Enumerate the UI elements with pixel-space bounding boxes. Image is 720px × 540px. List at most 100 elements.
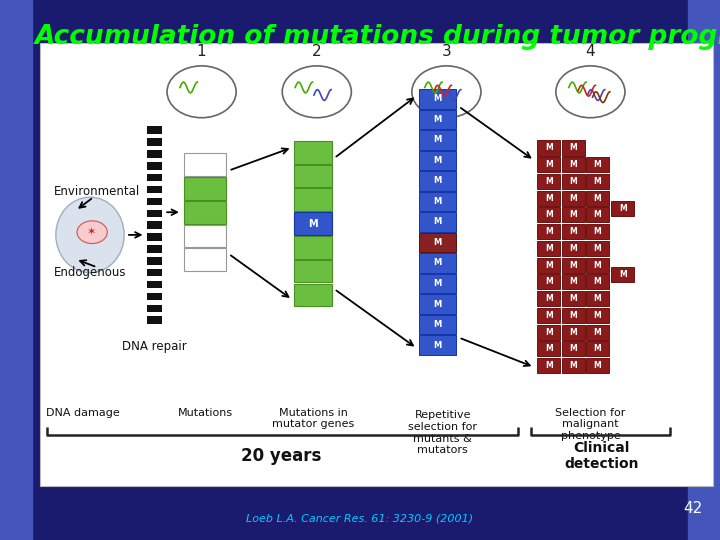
Text: Clinical
detection: Clinical detection [564, 441, 639, 471]
Text: M: M [570, 278, 577, 286]
Text: M: M [570, 328, 577, 336]
Text: M: M [433, 238, 442, 247]
Text: 4: 4 [585, 44, 595, 59]
Text: M: M [570, 227, 577, 236]
Text: M: M [545, 311, 552, 320]
Text: M: M [570, 294, 577, 303]
Text: M: M [545, 177, 552, 186]
FancyBboxPatch shape [537, 191, 560, 206]
FancyBboxPatch shape [537, 341, 560, 356]
FancyBboxPatch shape [586, 291, 609, 306]
FancyBboxPatch shape [537, 241, 560, 256]
Bar [147, 186, 162, 193]
Text: Endogenous: Endogenous [54, 266, 127, 279]
Text: M: M [545, 194, 552, 202]
Bar [147, 269, 162, 276]
FancyBboxPatch shape [419, 274, 456, 293]
Text: M: M [594, 278, 601, 286]
Text: Mutations in
mutator genes: Mutations in mutator genes [272, 408, 354, 429]
FancyBboxPatch shape [419, 212, 456, 232]
FancyBboxPatch shape [419, 294, 456, 314]
FancyBboxPatch shape [586, 308, 609, 323]
FancyBboxPatch shape [562, 157, 585, 172]
Text: M: M [545, 345, 552, 353]
Text: M: M [433, 341, 442, 349]
Text: M: M [570, 261, 577, 269]
FancyBboxPatch shape [419, 253, 456, 273]
FancyBboxPatch shape [562, 358, 585, 373]
Bar [147, 316, 162, 324]
FancyBboxPatch shape [419, 110, 456, 129]
FancyBboxPatch shape [562, 174, 585, 189]
Text: 42: 42 [683, 501, 702, 516]
Bar [147, 126, 162, 134]
Text: Selection for
malignant
phenotype: Selection for malignant phenotype [555, 408, 626, 441]
Bar [40, 43, 713, 486]
FancyBboxPatch shape [562, 258, 585, 273]
FancyBboxPatch shape [537, 308, 560, 323]
Text: M: M [570, 160, 577, 169]
Text: M: M [545, 160, 552, 169]
Text: M: M [433, 300, 442, 308]
Text: M: M [545, 261, 552, 269]
Bar [0, 0, 32, 540]
FancyBboxPatch shape [419, 130, 456, 150]
Text: M: M [433, 197, 442, 206]
FancyBboxPatch shape [537, 274, 560, 289]
FancyBboxPatch shape [537, 157, 560, 172]
Bar [147, 138, 162, 146]
FancyBboxPatch shape [419, 171, 456, 191]
FancyBboxPatch shape [562, 224, 585, 239]
FancyBboxPatch shape [537, 358, 560, 373]
FancyBboxPatch shape [537, 224, 560, 239]
Text: M: M [545, 144, 552, 152]
Text: 1: 1 [197, 44, 207, 59]
FancyBboxPatch shape [184, 153, 226, 176]
Bar [147, 174, 162, 181]
Bar [688, 0, 720, 540]
Text: M: M [594, 244, 601, 253]
Text: M: M [594, 211, 601, 219]
Text: M: M [433, 259, 442, 267]
FancyBboxPatch shape [184, 201, 226, 224]
Text: M: M [545, 244, 552, 253]
FancyBboxPatch shape [586, 191, 609, 206]
Text: M: M [570, 211, 577, 219]
FancyBboxPatch shape [586, 325, 609, 340]
FancyBboxPatch shape [294, 212, 332, 235]
FancyBboxPatch shape [419, 315, 456, 334]
FancyBboxPatch shape [586, 224, 609, 239]
Ellipse shape [77, 221, 107, 244]
Text: DNA repair: DNA repair [122, 340, 187, 353]
FancyBboxPatch shape [184, 177, 226, 200]
FancyBboxPatch shape [586, 207, 609, 222]
Bar [147, 293, 162, 300]
FancyBboxPatch shape [294, 141, 332, 164]
FancyBboxPatch shape [537, 258, 560, 273]
Text: M: M [433, 177, 442, 185]
Text: M: M [594, 177, 601, 186]
Text: M: M [545, 294, 552, 303]
Text: M: M [619, 269, 626, 279]
Text: DNA damage: DNA damage [46, 408, 120, 418]
FancyBboxPatch shape [562, 191, 585, 206]
Circle shape [167, 66, 236, 118]
Bar [147, 233, 162, 241]
Text: M: M [433, 156, 442, 165]
FancyBboxPatch shape [419, 233, 456, 252]
Text: Environmental: Environmental [54, 185, 140, 198]
Bar [147, 162, 162, 170]
FancyBboxPatch shape [562, 241, 585, 256]
FancyBboxPatch shape [586, 174, 609, 189]
Text: M: M [594, 261, 601, 269]
Circle shape [412, 66, 481, 118]
FancyBboxPatch shape [419, 335, 456, 355]
FancyBboxPatch shape [562, 325, 585, 340]
Bar [147, 305, 162, 312]
FancyBboxPatch shape [611, 267, 634, 282]
FancyBboxPatch shape [184, 248, 226, 271]
FancyBboxPatch shape [586, 241, 609, 256]
Text: M: M [594, 361, 601, 370]
FancyBboxPatch shape [537, 207, 560, 222]
Bar [147, 221, 162, 229]
